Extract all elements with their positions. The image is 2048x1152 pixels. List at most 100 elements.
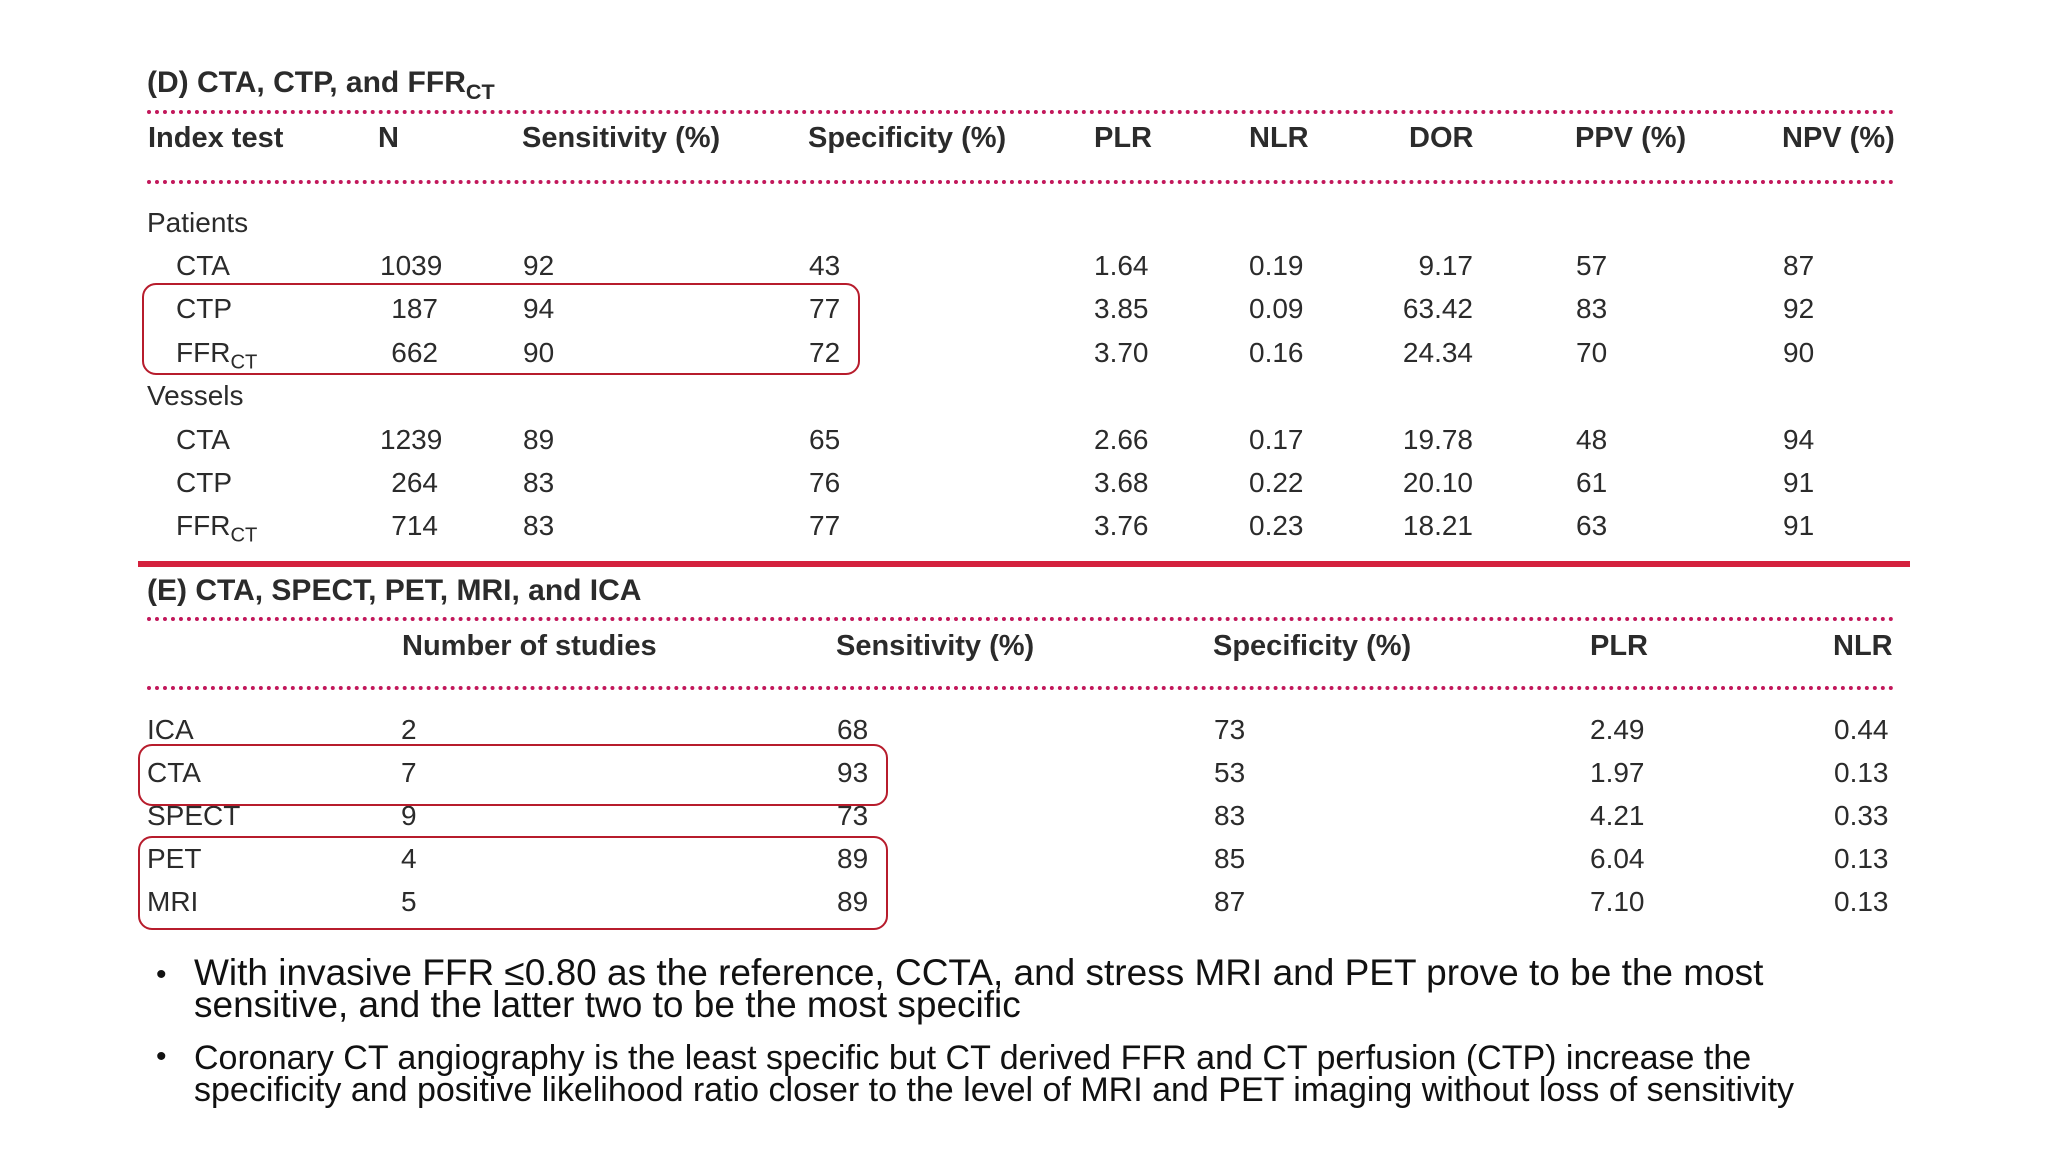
cell-n: 1039 [380,250,443,281]
cell-studies: 9 [401,800,417,831]
cell-index-test: PET [147,843,202,874]
cell-dor: 24.34 [1402,337,1473,368]
cell-specificity: 53 [1214,757,1246,788]
highlight-box [142,283,860,375]
header-number-of-studies: Number of studies [402,630,657,662]
cell-index-test: CTA [176,424,230,455]
bullet-1-line-1: With invasive FFR ≤0.80 as the reference… [194,952,1764,993]
cell-dor: 63.42 [1402,293,1473,324]
cell-ppv: 48 [1576,424,1608,455]
cell-npv: 90 [1783,337,1815,368]
cell-specificity: 76 [809,467,841,498]
cell-plr: 1.97 [1590,757,1645,788]
cell-npv: 92 [1783,293,1815,324]
cell-dor: 9.17 [1418,250,1474,281]
bullet-2-line-2: specificity and positive likelihood rati… [194,1071,1795,1109]
header-sensitivity: Sensitivity (%) [522,122,721,154]
cell-dor: 19.78 [1402,424,1473,455]
cell-specificity: 72 [809,337,841,368]
cell-sensitivity: 83 [523,467,555,498]
cell-sensitivity: 93 [837,757,869,788]
cell-plr: 3.68 [1094,467,1149,498]
cell-index-test: CTP [176,467,232,498]
cell-plr: 3.70 [1094,337,1149,368]
header-specificity: Specificity (%) [808,122,1007,154]
cell-index-test: FFRCT [176,510,258,547]
bullet-1-line-2: sensitive, and the latter two to be the … [194,984,1021,1025]
section-d-title-subscript: CT [465,78,495,104]
cell-nlr: 0.16 [1249,337,1304,368]
cell-n: 1239 [380,424,443,455]
cell-specificity: 43 [809,250,841,281]
header-nlr: NLR [1249,122,1309,154]
cell-ppv: 63 [1576,510,1608,541]
cell-specificity: 85 [1214,843,1246,874]
cell-ppv: 70 [1576,337,1608,368]
cell-specificity: 83 [1214,800,1246,831]
header-nlr: NLR [1833,630,1893,662]
cell-sensitivity: 89 [523,424,555,455]
cell-n: 187 [391,293,438,324]
header-specificity: Specificity (%) [1213,630,1412,662]
cell-plr: 3.85 [1094,293,1149,324]
cell-index-test: ICA [147,714,194,745]
highlight-box [138,744,888,806]
cell-plr: 4.21 [1590,800,1645,831]
cell-n: 714 [391,510,438,541]
cell-nlr: 0.23 [1249,510,1304,541]
cell-npv: 91 [1783,467,1815,498]
section-e-title: (E) CTA, SPECT, PET, MRI, and ICA [147,574,642,607]
cell-index-test: CTP [176,293,232,324]
section-d-title: (D) CTA, CTP, and FFRCT [147,66,495,105]
cell-sensitivity: 83 [523,510,555,541]
cell-npv: 91 [1783,510,1815,541]
dotted-rule [147,180,1895,184]
cell-ppv: 83 [1576,293,1608,324]
cell-studies: 7 [401,757,417,788]
cell-studies: 5 [401,886,417,917]
bullet-2-line-1: Coronary CT angiography is the least spe… [194,1039,1752,1077]
cell-ppv: 61 [1576,467,1608,498]
group-label-vessels: Vessels [147,380,244,411]
cell-n: 662 [391,337,438,368]
cell-nlr: 0.17 [1249,424,1304,455]
group-label-patients: Patients [147,207,249,238]
cell-specificity: 73 [1214,714,1246,745]
cell-index-test: CTA [176,250,230,281]
bullet-marker: • [156,1040,167,1073]
cell-dor: 20.10 [1402,467,1473,498]
cell-plr: 2.66 [1094,424,1149,455]
cell-n: 264 [391,467,438,498]
cell-ppv: 57 [1576,250,1608,281]
section-d-title-main: (D) CTA, CTP, and FFR [147,66,466,99]
cell-nlr: 0.13 [1834,757,1889,788]
dotted-rule [147,617,1895,621]
dotted-rule [147,110,1895,114]
cell-nlr: 0.33 [1834,800,1889,831]
cell-studies: 2 [401,714,417,745]
cell-plr: 1.64 [1094,250,1149,281]
header-npv: NPV (%) [1782,122,1895,154]
section-divider [138,561,1910,567]
header-plr: PLR [1094,122,1152,154]
cell-sensitivity: 92 [523,250,555,281]
cell-specificity: 65 [809,424,841,455]
cell-specificity: 77 [809,510,841,541]
dotted-rule [147,686,1895,690]
cell-plr: 7.10 [1590,886,1645,917]
header-plr: PLR [1590,630,1648,662]
cell-npv: 94 [1783,424,1815,455]
header-sensitivity: Sensitivity (%) [836,630,1035,662]
header-n: N [378,122,399,154]
cell-sensitivity: 89 [837,843,869,874]
cell-nlr: 0.22 [1249,467,1304,498]
cell-sensitivity: 94 [523,293,555,324]
cell-index-test: FFRCT [176,337,258,374]
cell-specificity: 77 [809,293,841,324]
cell-nlr: 0.13 [1834,886,1889,917]
cell-nlr: 0.09 [1249,293,1304,324]
cell-dor: 18.21 [1402,510,1473,541]
bullet-marker: • [156,958,167,991]
cell-index-test: MRI [147,886,199,917]
cell-plr: 6.04 [1590,843,1645,874]
